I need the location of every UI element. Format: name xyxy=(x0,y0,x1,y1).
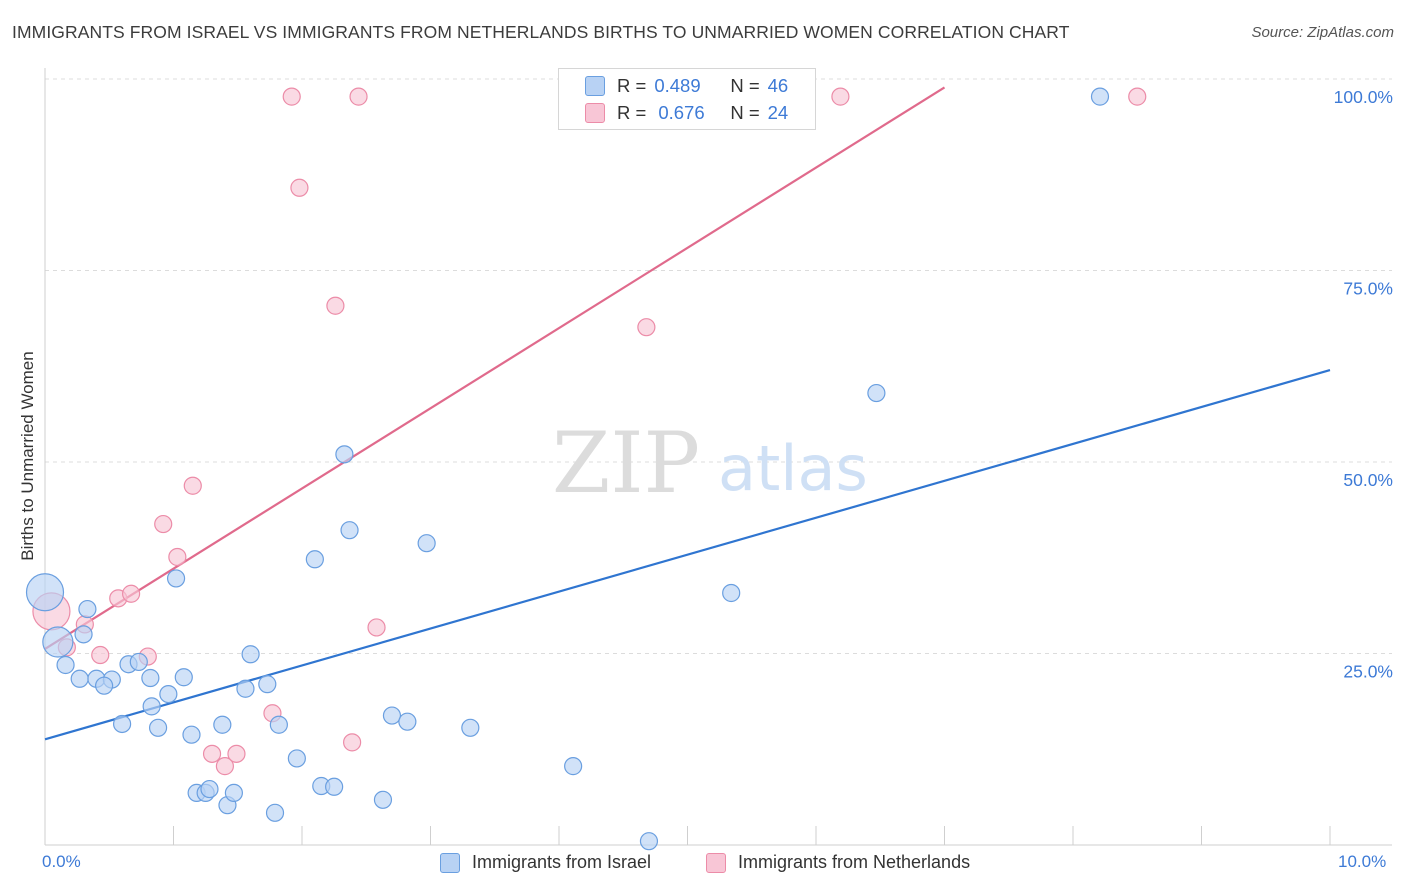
y-tick-label-100: 100.0% xyxy=(1334,87,1393,107)
israel-point xyxy=(287,749,306,768)
israel-point xyxy=(142,697,161,716)
israel-points xyxy=(25,87,1110,851)
netherlands-trend-line xyxy=(44,86,946,650)
netherlands-r-label: R = xyxy=(617,102,647,123)
israel-point xyxy=(335,445,354,464)
israel-trend-line xyxy=(44,369,1331,741)
watermark-atlas: atlas xyxy=(718,432,868,505)
israel-point xyxy=(224,783,243,803)
legend-netherlands-swatch xyxy=(706,852,726,873)
y-tick-label-50: 50.0% xyxy=(1343,470,1393,490)
israel-point xyxy=(340,521,359,540)
israel-point xyxy=(236,679,255,698)
israel-point xyxy=(461,718,480,737)
israel-r-label: R = xyxy=(617,75,647,96)
israel-point xyxy=(867,383,886,403)
israel-point xyxy=(213,715,232,734)
israel-point xyxy=(42,626,74,658)
netherlands-point xyxy=(349,87,368,106)
source-credit: Source: ZipAtlas.com xyxy=(1251,24,1394,41)
netherlands-point xyxy=(168,547,187,567)
israel-point xyxy=(1090,87,1110,106)
watermark: ZIP atlas xyxy=(552,414,868,512)
netherlands-point xyxy=(121,584,141,603)
netherlands-r-value: 0.676 xyxy=(658,102,705,123)
israel-point xyxy=(56,655,75,675)
israel-point xyxy=(382,706,402,725)
y-axis-label: Births to Unmarried Women xyxy=(18,351,37,561)
netherlands-n-value: 24 xyxy=(767,102,789,123)
legend-netherlands-label: Immigrants from Netherlands xyxy=(738,852,971,872)
netherlands-n-label: N = xyxy=(730,102,760,123)
israel-point xyxy=(269,715,288,734)
israel-point xyxy=(564,757,583,776)
watermark-zip: ZIP xyxy=(552,414,700,512)
israel-point xyxy=(258,675,277,694)
israel-point xyxy=(265,803,285,822)
israel-point xyxy=(78,599,97,619)
netherlands-point xyxy=(154,514,173,534)
israel-point xyxy=(398,712,417,731)
israel-point xyxy=(417,534,436,553)
israel-r-value: 0.489 xyxy=(654,75,701,96)
israel-n-value: 46 xyxy=(767,75,789,96)
israel-point xyxy=(639,832,659,851)
correlation-legend: R = 0.489 N = 46 R = 0.676 N = 24 xyxy=(558,68,816,130)
chart-title: IMMIGRANTS FROM ISRAEL VS IMMIGRANTS FRO… xyxy=(12,22,1070,42)
axes xyxy=(44,68,1392,846)
legend-israel-label: Immigrants from Israel xyxy=(472,852,652,872)
israel-point xyxy=(325,777,344,796)
correlation-row-israel: R = 0.489 N = 46 xyxy=(585,75,788,97)
y-tick-label-75: 75.0% xyxy=(1343,279,1393,299)
israel-n-label: N = xyxy=(730,75,760,96)
netherlands-point xyxy=(202,744,222,763)
netherlands-point xyxy=(282,87,301,106)
netherlands-point xyxy=(326,296,345,315)
israel-point xyxy=(373,790,393,809)
netherlands-point xyxy=(637,318,656,337)
israel-point xyxy=(200,779,219,799)
netherlands-point xyxy=(367,618,386,637)
israel-point xyxy=(25,573,65,612)
y-tick-labels: 25.0% 50.0% 75.0% 100.0% xyxy=(1334,87,1393,682)
israel-point xyxy=(148,718,168,737)
israel-point xyxy=(129,652,148,672)
legend-item-israel[interactable]: Immigrants from Israel xyxy=(440,852,651,873)
netherlands-point xyxy=(343,733,362,752)
israel-point xyxy=(241,645,260,664)
israel-point xyxy=(166,569,186,588)
israel-point xyxy=(74,625,93,644)
netherlands-point xyxy=(290,178,309,197)
y-tick-label-25: 25.0% xyxy=(1343,662,1393,682)
israel-point xyxy=(141,668,160,688)
israel-point xyxy=(70,669,89,688)
netherlands-point xyxy=(227,744,246,763)
israel-point xyxy=(174,668,193,687)
israel-point xyxy=(722,583,741,603)
israel-swatch xyxy=(585,76,605,96)
correlation-row-netherlands: R = 0.676 N = 24 xyxy=(585,102,788,124)
x-tick-label-min: 0.0% xyxy=(42,852,81,871)
grid-lines xyxy=(45,78,1392,654)
legend-item-netherlands[interactable]: Immigrants from Netherlands xyxy=(706,852,970,873)
israel-point xyxy=(112,714,132,734)
netherlands-point xyxy=(183,476,202,495)
netherlands-point xyxy=(831,87,850,106)
netherlands-swatch xyxy=(585,103,605,123)
israel-point xyxy=(182,725,201,744)
netherlands-point xyxy=(215,757,234,776)
x-tick-label-max: 10.0% xyxy=(1338,852,1387,871)
trend-lines xyxy=(44,86,1331,741)
israel-point xyxy=(305,550,324,569)
netherlands-point xyxy=(91,645,110,665)
israel-point xyxy=(159,684,178,704)
netherlands-point xyxy=(1128,87,1147,106)
bottom-legend: Immigrants from Israel Immigrants from N… xyxy=(0,852,1406,876)
israel-point xyxy=(95,676,114,695)
legend-israel-swatch xyxy=(440,852,460,873)
